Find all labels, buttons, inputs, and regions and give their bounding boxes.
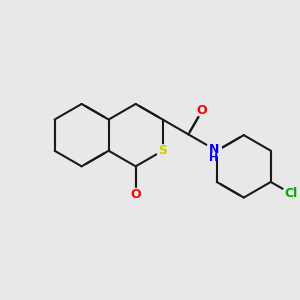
Circle shape xyxy=(157,145,169,157)
Text: Cl: Cl xyxy=(284,187,298,200)
Circle shape xyxy=(283,185,299,202)
Text: O: O xyxy=(197,104,207,117)
Circle shape xyxy=(130,188,142,200)
Text: O: O xyxy=(130,188,141,201)
Circle shape xyxy=(207,142,221,157)
Circle shape xyxy=(196,105,208,116)
Text: N: N xyxy=(209,143,219,156)
Text: S: S xyxy=(158,144,167,157)
Text: H: H xyxy=(209,152,219,163)
